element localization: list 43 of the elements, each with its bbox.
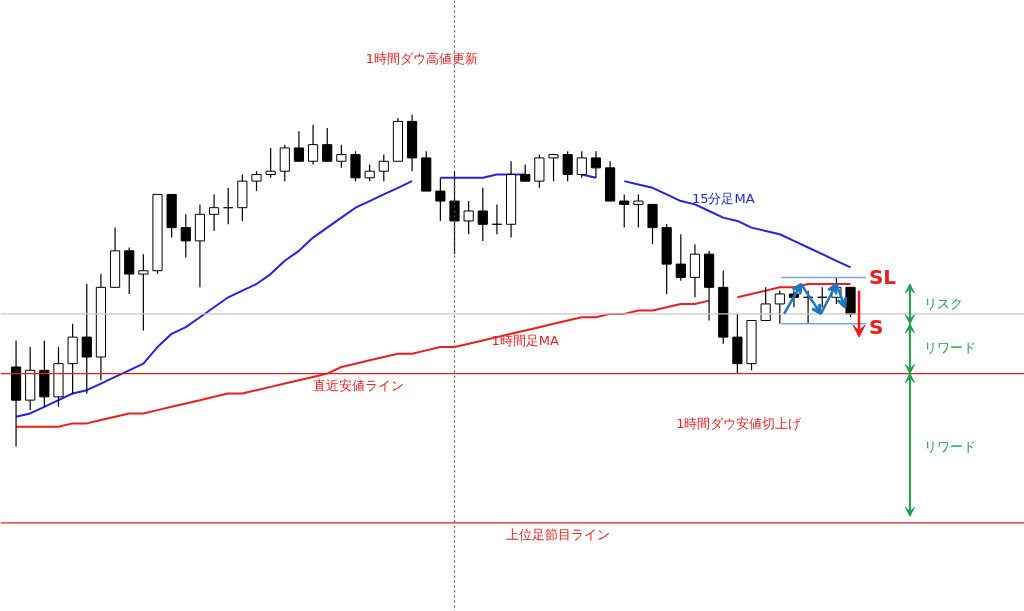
candlestick bbox=[463, 200, 474, 235]
candlestick bbox=[265, 147, 276, 179]
candlestick bbox=[293, 130, 305, 162]
text: SL bbox=[868, 265, 897, 290]
candlestick bbox=[138, 253, 149, 332]
candlestick bbox=[647, 203, 658, 245]
text: リワード bbox=[924, 439, 977, 455]
candlestick bbox=[251, 170, 262, 192]
candlestick bbox=[180, 213, 191, 259]
candlestick bbox=[435, 177, 446, 222]
candlestick bbox=[124, 246, 135, 295]
candlestick bbox=[675, 233, 686, 282]
series-label: 15分足MA bbox=[691, 190, 755, 206]
candlestick bbox=[689, 243, 701, 298]
text: リスク bbox=[924, 296, 964, 312]
candlestick bbox=[279, 144, 290, 182]
text: 1時間ダウ高値更新 bbox=[365, 50, 479, 66]
candlestick bbox=[350, 150, 361, 182]
candlestick bbox=[322, 127, 333, 162]
candlestick bbox=[562, 150, 573, 182]
candlestick bbox=[477, 187, 488, 242]
candlestick bbox=[590, 150, 602, 179]
candlestick bbox=[81, 283, 92, 395]
candlestick bbox=[548, 154, 559, 182]
candlestick bbox=[760, 286, 771, 322]
candlestick bbox=[491, 203, 503, 235]
candlestick bbox=[378, 154, 389, 182]
ref-line-label: 上位足節目ライン bbox=[506, 526, 611, 542]
candlestick bbox=[633, 193, 644, 229]
candlestick bbox=[774, 290, 785, 325]
text: S bbox=[868, 315, 884, 340]
candlestick bbox=[619, 193, 630, 229]
candlestick bbox=[336, 144, 347, 169]
candlestick bbox=[449, 170, 460, 255]
annotation: 1時間ダウ安値切上げ bbox=[676, 415, 803, 431]
candlestick bbox=[223, 187, 234, 225]
candlestick bbox=[534, 154, 545, 189]
ref-line-label: 直近安値ライン bbox=[312, 377, 404, 393]
candlestick bbox=[576, 150, 587, 179]
candlestick bbox=[803, 290, 814, 325]
candlestick bbox=[307, 124, 319, 166]
text: リワード bbox=[924, 339, 977, 355]
candlestick bbox=[208, 193, 220, 232]
